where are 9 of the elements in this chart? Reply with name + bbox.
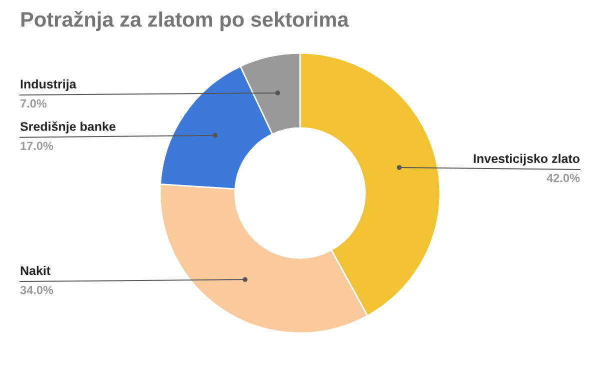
data-label: 17.0% — [20, 142, 54, 150]
data-label: 7.0% — [20, 99, 47, 108]
chart-title: Potražnja za zlatom po sektorima — [21, 11, 349, 31]
slice-label: Industrija — [20, 79, 76, 91]
data-label: 42.0% — [546, 174, 580, 182]
slice-label: Nakit — [20, 266, 50, 276]
slice-label: Središnje banke — [20, 121, 116, 134]
data-label: 34.0% — [20, 286, 54, 294]
slice-label: Investicijsko zlato — [474, 154, 580, 166]
